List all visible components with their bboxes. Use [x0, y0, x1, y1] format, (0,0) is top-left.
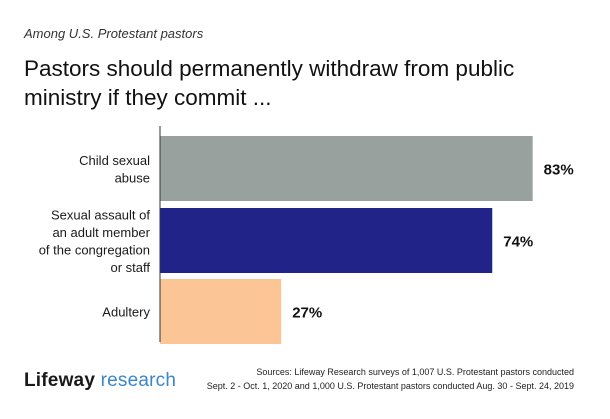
category-label-1: Sexual assault of an adult member of the c… [39, 207, 151, 275]
logo-text-lifeway: Lifeway [24, 370, 96, 391]
chart-title: Pastors should permanently withdraw from… [24, 56, 515, 110]
category-label-0-line-0: Child sexual [79, 153, 150, 168]
source-line-1: Sources: Lifeway Research surveys of 1,0… [256, 367, 574, 377]
category-label-1-line-0: Sexual assault of [51, 207, 150, 222]
category-label-1-line-2: of the congregation [39, 242, 150, 257]
category-label-1-line-1: an adult member [52, 225, 150, 240]
bar-1 [160, 208, 493, 273]
logo-text-research: research [95, 370, 177, 391]
category-label-2-line-0: Adultery [102, 305, 150, 320]
chart-subtitle: Among U.S. Protestant pastors [24, 26, 204, 41]
category-label-0-line-1: abuse [115, 170, 150, 185]
bar-2 [160, 279, 282, 344]
bar-0 [160, 136, 533, 201]
value-label-2: 27% [292, 305, 322, 322]
category-label-0: Child sexual abuse [79, 153, 150, 186]
source-note: Sources: Lifeway Research surveys of 1,0… [194, 365, 574, 393]
source-line-2: Sept. 2 - Oct. 1, 2020 and 1,000 U.S. Pr… [206, 381, 574, 391]
lifeway-research-logo: Lifeway research [24, 370, 176, 392]
value-label-0: 83% [544, 162, 574, 179]
value-label-1: 74% [503, 234, 533, 251]
category-label-2: Adultery [102, 305, 150, 320]
category-label-1-line-3: or staff [110, 260, 150, 275]
